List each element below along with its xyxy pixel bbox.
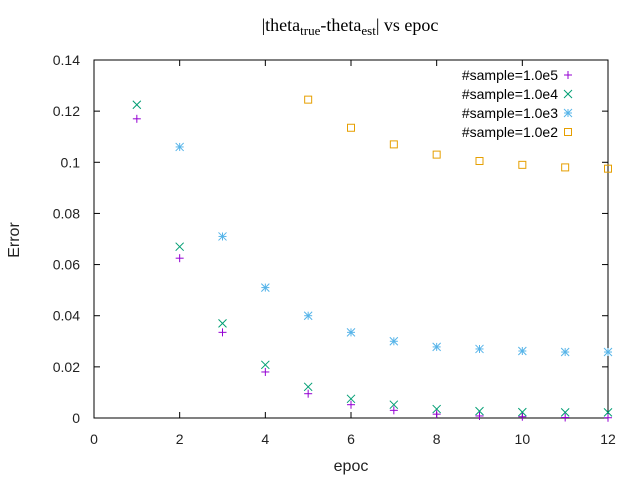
data-point bbox=[603, 347, 613, 357]
data-point bbox=[304, 95, 313, 104]
y-tick-label: 0.04 bbox=[53, 308, 80, 324]
y-tick-label: 0.06 bbox=[53, 257, 80, 273]
data-point bbox=[304, 389, 313, 398]
data-point bbox=[561, 163, 570, 172]
legend-marker bbox=[563, 89, 573, 99]
data-point bbox=[260, 283, 270, 292]
data-point bbox=[261, 367, 270, 376]
data-point bbox=[346, 327, 356, 337]
x-tick-label: 2 bbox=[176, 431, 184, 447]
legend-label: #sample=1.0e2 bbox=[462, 124, 558, 140]
data-point bbox=[389, 406, 398, 415]
data-point bbox=[132, 114, 141, 123]
x-tick-label: 8 bbox=[433, 431, 441, 447]
data-point bbox=[604, 413, 612, 422]
data-point bbox=[432, 410, 441, 419]
y-tick-label: 0 bbox=[72, 410, 80, 426]
y-axis: 0 0.02 0.04 0.06 0.08 0.1 0.12 0.14 bbox=[53, 52, 608, 426]
data-point bbox=[218, 328, 227, 337]
data-point bbox=[517, 407, 527, 417]
data-point bbox=[518, 412, 527, 421]
data-point bbox=[389, 400, 399, 410]
data-point bbox=[132, 100, 142, 110]
y-tick-label: 0.14 bbox=[53, 52, 80, 68]
data-point bbox=[475, 411, 484, 420]
data-point bbox=[303, 382, 313, 392]
data-point bbox=[260, 360, 270, 370]
data-point bbox=[175, 242, 185, 252]
x-tick-label: 12 bbox=[600, 431, 616, 447]
y-tick-label: 0.02 bbox=[53, 359, 80, 375]
y-tick-label: 0.08 bbox=[53, 205, 80, 221]
data-point bbox=[432, 404, 442, 414]
series-3 bbox=[304, 95, 612, 173]
data-point bbox=[475, 157, 484, 166]
data-point bbox=[347, 400, 355, 409]
x-axis-label: epoc bbox=[334, 458, 369, 475]
data-point bbox=[561, 413, 570, 422]
title-part-4: | vs epoc bbox=[376, 15, 439, 35]
data-point bbox=[346, 394, 356, 404]
data-point bbox=[475, 406, 484, 416]
data-point bbox=[218, 319, 227, 328]
data-point bbox=[475, 344, 484, 354]
title-part-1: true bbox=[300, 23, 320, 38]
y-tick-label: 0.1 bbox=[61, 154, 81, 170]
legend-label: #sample=1.0e5 bbox=[462, 67, 558, 83]
x-tick-label: 10 bbox=[515, 431, 531, 447]
legend-label: #sample=1.0e4 bbox=[462, 86, 558, 102]
legend-marker bbox=[563, 108, 573, 118]
data-point bbox=[560, 347, 570, 357]
title-part-3: est bbox=[361, 23, 376, 38]
x-tick-label: 4 bbox=[261, 431, 269, 447]
legend-label: #sample=1.0e3 bbox=[462, 105, 558, 121]
series-1 bbox=[132, 100, 613, 417]
data-point bbox=[303, 311, 313, 321]
data-point bbox=[432, 150, 441, 159]
data-point bbox=[604, 164, 612, 173]
chart-title: |thetatrue-thetaest| vs epoc bbox=[262, 15, 439, 38]
data-point bbox=[432, 342, 442, 352]
title-part-2: -theta bbox=[320, 15, 361, 35]
data-point bbox=[347, 123, 355, 132]
y-axis-label: Error bbox=[6, 222, 23, 258]
series-0 bbox=[132, 114, 612, 422]
data-point bbox=[175, 254, 184, 263]
series-2 bbox=[175, 142, 613, 357]
legend-marker bbox=[564, 71, 572, 79]
y-tick-label: 0.12 bbox=[53, 103, 80, 119]
data-point bbox=[218, 232, 227, 241]
legend: #sample=1.0e5 #sample=1.0e4 #sample=1.0e3 #… bbox=[462, 67, 573, 140]
data-point bbox=[560, 408, 570, 417]
data-point bbox=[518, 160, 527, 169]
data-point bbox=[389, 140, 398, 149]
data-points bbox=[132, 95, 613, 422]
data-point bbox=[603, 408, 613, 417]
data-point bbox=[389, 336, 399, 346]
legend-marker bbox=[564, 128, 572, 136]
x-tick-label: 0 bbox=[90, 431, 98, 447]
data-point bbox=[517, 346, 527, 356]
data-point bbox=[175, 142, 185, 152]
x-tick-label: 6 bbox=[347, 431, 355, 447]
title-part-0: |theta bbox=[262, 15, 301, 35]
